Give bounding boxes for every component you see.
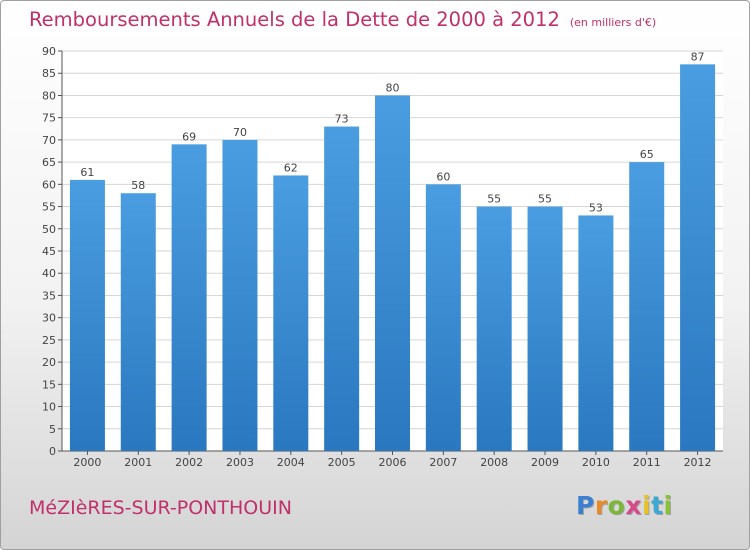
x-tick-label: 2003 (226, 456, 254, 469)
data-label: 55 (487, 193, 501, 206)
y-tick-label: 0 (49, 445, 56, 458)
data-label: 53 (589, 201, 603, 214)
x-tick-label: 2002 (175, 456, 203, 469)
y-tick-label: 70 (42, 134, 56, 147)
x-tick-label: 2012 (684, 456, 712, 469)
data-label: 87 (691, 50, 705, 63)
x-tick-label: 2004 (277, 456, 305, 469)
bar (629, 162, 665, 451)
data-label: 60 (436, 170, 450, 183)
bar (425, 184, 461, 452)
y-tick-label: 45 (42, 245, 56, 258)
chart-title: Remboursements Annuels de la Dette de 20… (29, 8, 656, 31)
chart-unit-note: (en milliers d'€) (569, 16, 657, 29)
y-tick-label: 85 (42, 67, 56, 80)
logo-letter: i (642, 491, 652, 520)
x-tick-label: 2001 (124, 456, 152, 469)
logo-letter: P (576, 491, 595, 520)
data-label: 62 (284, 161, 298, 174)
y-tick-label: 5 (49, 423, 56, 436)
commune-name: MéZIèRES-SUR-PONTHOUIN (29, 497, 292, 519)
data-label: 65 (640, 148, 654, 161)
bar (324, 126, 360, 452)
bar (222, 139, 258, 451)
y-tick-label: 80 (42, 89, 56, 102)
data-label: 55 (538, 193, 552, 206)
bar (375, 95, 410, 451)
y-tick-label: 50 (42, 223, 56, 236)
x-tick-label: 2000 (73, 456, 101, 469)
data-label: 80 (386, 81, 400, 94)
y-tick-label: 90 (42, 45, 56, 58)
x-tick-label: 2005 (328, 456, 356, 469)
logo-letter: x (625, 491, 642, 520)
data-label: 73 (335, 113, 349, 126)
logo-letter: r (594, 491, 608, 520)
bar (527, 206, 563, 451)
data-label: 69 (182, 130, 196, 143)
y-tick-label: 25 (42, 334, 56, 347)
y-tick-label: 35 (42, 289, 56, 302)
bar (69, 179, 105, 451)
bar (578, 215, 614, 451)
y-tick-label: 10 (42, 401, 56, 414)
x-tick-label: 2006 (379, 456, 407, 469)
bar (680, 64, 716, 452)
data-label: 61 (80, 166, 94, 179)
y-tick-label: 15 (42, 378, 56, 391)
bar (171, 144, 207, 452)
y-tick-label: 40 (42, 267, 56, 280)
x-tick-label: 2009 (531, 456, 559, 469)
y-tick-label: 20 (42, 356, 56, 369)
y-tick-label: 60 (42, 178, 56, 191)
data-label: 70 (233, 126, 247, 139)
x-tick-label: 2007 (429, 456, 457, 469)
proxiti-logo: Proxiti (576, 491, 673, 520)
logo-letter: t (651, 491, 664, 520)
data-label: 58 (131, 179, 145, 192)
logo-letter: i (663, 491, 673, 520)
x-tick-label: 2011 (633, 456, 661, 469)
chart-title-text: Remboursements Annuels de la Dette de 20… (29, 8, 560, 31)
x-tick-label: 2008 (480, 456, 508, 469)
y-tick-label: 55 (42, 201, 56, 214)
bar (273, 175, 309, 451)
bar (476, 206, 512, 451)
y-tick-label: 65 (42, 156, 56, 169)
y-tick-label: 75 (42, 112, 56, 125)
bar (120, 193, 156, 451)
logo-letter: o (607, 491, 626, 520)
y-tick-label: 30 (42, 312, 56, 325)
x-tick-label: 2010 (582, 456, 610, 469)
